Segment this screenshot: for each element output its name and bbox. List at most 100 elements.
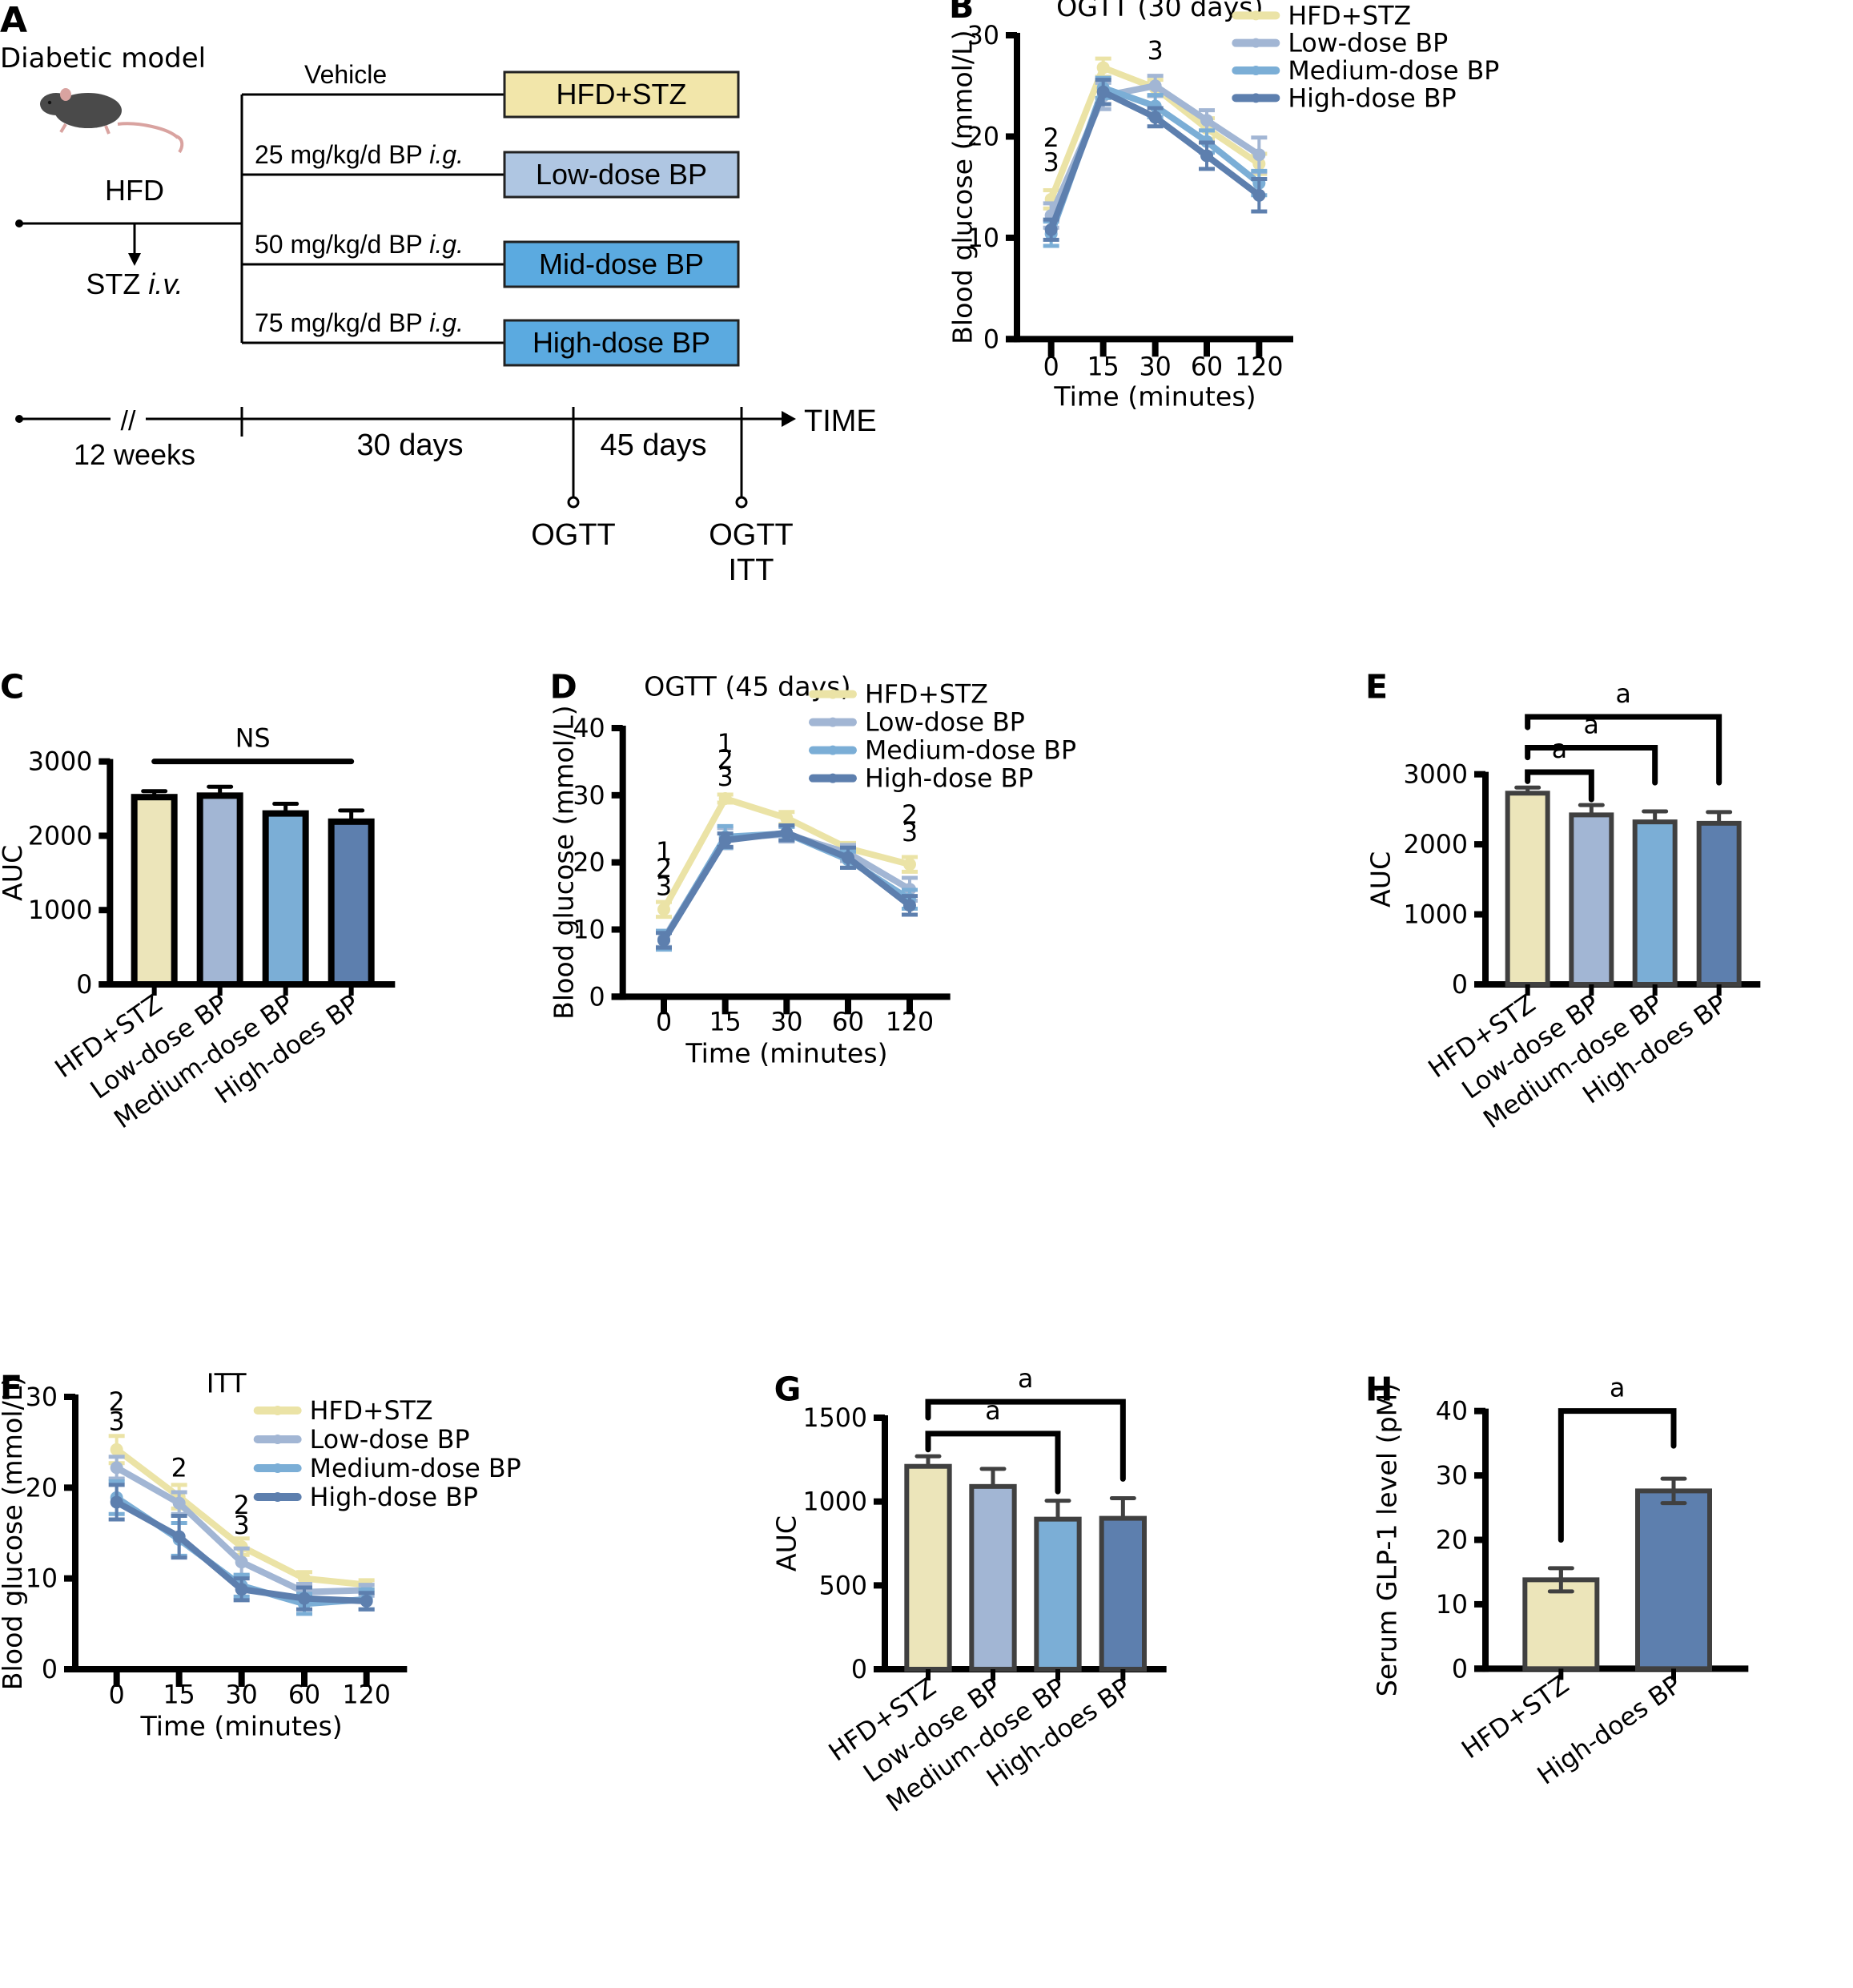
y-tick-label: 30 xyxy=(573,782,605,811)
bar-hfd-stz xyxy=(131,794,178,988)
significance-bracket xyxy=(1558,1408,1677,1543)
dose-label-text: Vehicle xyxy=(304,60,387,89)
panel-letter-f: F xyxy=(0,1369,22,1407)
data-point xyxy=(235,1555,248,1569)
y-tick-label: 0 xyxy=(851,1656,867,1684)
y-tick-label: 0 xyxy=(983,325,999,354)
timeline-segment-12-weeks: 12 weeks xyxy=(74,438,195,471)
legend-marker xyxy=(828,745,838,755)
dose-label-1: 25 mg/kg/d BP i.g. xyxy=(255,140,464,169)
significance-annotation: 3 xyxy=(902,819,918,847)
y-tick-label: 0 xyxy=(589,983,605,1012)
dose-label-0: Vehicle xyxy=(304,60,387,89)
data-point xyxy=(1096,61,1110,74)
event-ogtt-45: OGTT xyxy=(709,518,794,552)
y-tick-label: 10 xyxy=(967,224,999,253)
bar-low-dose-bp xyxy=(196,792,243,988)
significance-annotation: 1 xyxy=(717,730,734,759)
data-point xyxy=(235,1583,248,1596)
data-point xyxy=(718,834,732,847)
legend-label: High-dose BP xyxy=(310,1483,478,1512)
y-tick-label: 2000 xyxy=(1404,831,1468,859)
x-tick-label: 30 xyxy=(770,1008,802,1037)
data-point xyxy=(1044,223,1058,236)
y-tick-label: 20 xyxy=(1436,1527,1468,1555)
bar-low-dose-bp xyxy=(1569,812,1614,988)
y-tick-label: 40 xyxy=(1436,1398,1468,1427)
bar-high-does-bp xyxy=(1099,1515,1147,1672)
significance-annotation: 2 xyxy=(717,746,734,775)
significance-annotation: 2 xyxy=(1043,124,1059,153)
bar-high-does-bp xyxy=(1696,820,1742,988)
series-high-dose-bp xyxy=(656,823,918,950)
significance-annotation: 3 xyxy=(1148,37,1164,66)
data-point xyxy=(360,1595,373,1608)
legend-marker xyxy=(272,1463,283,1473)
x-tick-label: 120 xyxy=(342,1681,390,1710)
y-tick-label: 500 xyxy=(819,1571,867,1600)
y-tick-label: 40 xyxy=(573,714,605,743)
x-tick-label: 30 xyxy=(226,1681,258,1710)
y-axis-label: Blood glucose (mmol/L) xyxy=(0,1376,28,1690)
legend-marker xyxy=(828,689,838,699)
x-tick-label: 60 xyxy=(288,1681,320,1710)
legend-label: High-dose BP xyxy=(865,765,1033,794)
diabetic-model-label: Diabetic model xyxy=(0,42,206,74)
x-tick-label: 120 xyxy=(1235,352,1283,381)
timeline-segment-45-days: 45 days xyxy=(600,429,706,462)
data-point xyxy=(298,1571,311,1585)
y-axis-label: Serum GLP-1 level (pM) xyxy=(1372,1383,1403,1697)
legend-label: Medium-dose BP xyxy=(1288,57,1499,86)
data-point xyxy=(110,1495,123,1509)
legend-label: Medium-dose BP xyxy=(310,1455,521,1483)
y-axis-label: Blood glucose (mmol/L) xyxy=(947,30,979,344)
design-lines xyxy=(15,93,504,344)
data-point xyxy=(110,1443,123,1456)
y-tick-label: 0 xyxy=(1452,971,1468,1000)
y-tick-label: 1000 xyxy=(803,1488,867,1517)
y-axis-label: AUC xyxy=(771,1515,802,1571)
legend-marker xyxy=(1251,66,1261,75)
x-axis-label: Time (minutes) xyxy=(685,1038,887,1069)
legend-marker xyxy=(1251,93,1261,103)
legend-item-hfd-stz: HFD+STZ xyxy=(1232,2,1411,30)
bar-hfd-stz xyxy=(1505,791,1550,987)
significance-annotation: 3 xyxy=(1043,148,1059,177)
y-tick-label: 10 xyxy=(1436,1591,1468,1620)
group-box-label-1: Low-dose BP xyxy=(536,158,707,191)
y-tick-label: 3000 xyxy=(28,748,92,777)
bar-hfd-stz xyxy=(904,1463,952,1672)
y-tick-label: 0 xyxy=(1452,1655,1468,1684)
dose-label-text: 25 mg/kg/d BP xyxy=(255,140,429,169)
legend-label: High-dose BP xyxy=(1288,84,1456,113)
y-axis-label: AUC xyxy=(1365,851,1396,907)
x-tick-label: 120 xyxy=(886,1008,934,1037)
x-tick-label: 60 xyxy=(832,1008,864,1037)
timeline xyxy=(15,407,796,509)
data-point xyxy=(1148,111,1162,124)
hfd-label: HFD xyxy=(105,174,164,207)
event-ogtt-30: OGTT xyxy=(531,518,616,552)
series-high-dose-bp xyxy=(1043,78,1268,242)
event-itt-45: ITT xyxy=(729,553,774,587)
legend-label: Low-dose BP xyxy=(1288,30,1448,58)
series-line xyxy=(661,830,913,944)
legend-item-low-dose-bp: Low-dose BP xyxy=(1232,30,1448,58)
dose-label-text: 50 mg/kg/d BP xyxy=(255,230,429,259)
group-box-2 xyxy=(503,240,740,288)
data-point xyxy=(780,826,794,839)
significance-annotation: 2 xyxy=(109,1388,125,1417)
bar-high-does-bp xyxy=(1635,1488,1712,1672)
stz-label-italic: i.v. xyxy=(148,268,183,300)
y-tick-label: 30 xyxy=(967,22,999,50)
group-box-label-3: High-dose BP xyxy=(533,326,710,359)
group-box-label-0: HFD+STZ xyxy=(556,78,686,111)
legend-label: HFD+STZ xyxy=(1288,2,1411,30)
y-tick-label: 1500 xyxy=(803,1404,867,1433)
series-high-dose-bp xyxy=(108,1483,375,1612)
legend-label: HFD+STZ xyxy=(865,681,988,710)
x-tick-label: 15 xyxy=(163,1681,195,1710)
